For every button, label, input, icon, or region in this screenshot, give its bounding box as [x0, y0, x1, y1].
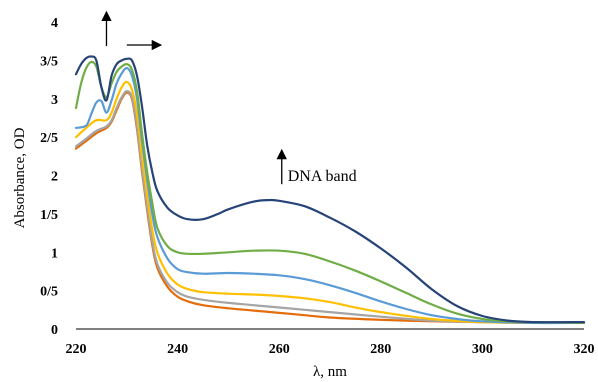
series-line-3 [74, 80, 586, 325]
annotation-layer: DNA band [101, 10, 357, 185]
series-line-2 [74, 90, 586, 325]
series-line-6 [74, 55, 586, 324]
x-tick-label: 240 [167, 342, 188, 357]
x-axis-title: λ, nm [313, 364, 347, 380]
y-tick-label: 3/5 [40, 54, 58, 69]
series-layer [74, 55, 586, 325]
series-line-4 [74, 66, 586, 325]
y-tick-label: 0/5 [40, 285, 58, 300]
y-tick-label: 3 [51, 93, 58, 108]
y-tick-label: 0 [51, 323, 58, 338]
x-tick-label: 320 [574, 342, 595, 357]
y-tick-label: 1/5 [40, 208, 58, 223]
y-axis-title: Absorbance, OD [12, 127, 28, 228]
x-tick-label: 260 [269, 342, 290, 357]
x-tick-label: 300 [472, 342, 493, 357]
x-tick-label: 280 [370, 342, 391, 357]
tick-layer: 0 0/5 1 1/5 2 2/5 3 3/5 4 220 240 260 280 300 320 [40, 16, 594, 357]
y-tick-label: 2 [51, 170, 58, 185]
x-tick-label: 220 [66, 342, 87, 357]
y-tick-label: 1 [51, 246, 58, 261]
annotation-label: DNA band [288, 168, 357, 185]
y-tick-label: 4 [51, 16, 58, 31]
y-tick-label: 2/5 [40, 131, 58, 146]
series-line-5 [74, 60, 586, 324]
